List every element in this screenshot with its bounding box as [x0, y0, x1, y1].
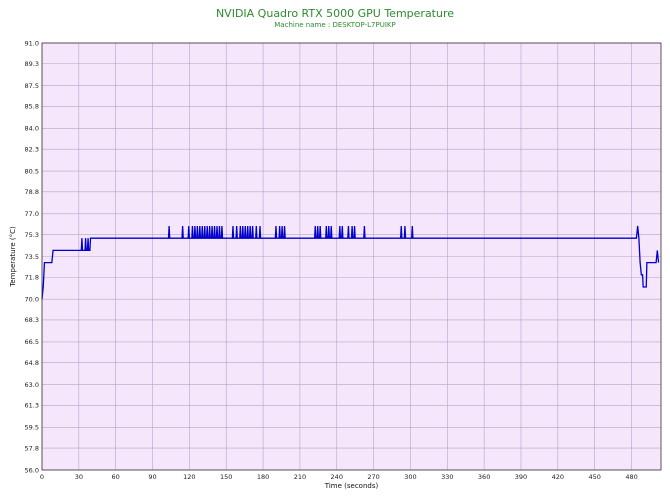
plot-frame: [41, 42, 662, 471]
x-axis-ticks: 0 30 60 90 120 150 180 210 240 270 300 330 360 390 420…: [40, 473, 638, 481]
x-tick-label: 420: [552, 473, 564, 481]
y-tick-label: 82.3: [25, 145, 39, 153]
x-tick-label: 240: [331, 473, 343, 481]
y-axis-label: Temperature (°C): [9, 226, 17, 288]
x-tick-label: 480: [625, 473, 637, 481]
x-tick-label: 300: [404, 473, 416, 481]
x-tick-label: 450: [588, 473, 600, 481]
y-tick-label: 63.0: [25, 381, 39, 389]
y-tick-label: 91.0: [25, 39, 39, 47]
y-tick-label: 89.3: [25, 60, 39, 68]
x-tick-label: 30: [75, 473, 83, 481]
y-tick-label: 64.8: [25, 359, 39, 367]
x-tick-label: 150: [220, 473, 232, 481]
y-tick-label: 80.5: [25, 167, 39, 175]
y-tick-label: 73.5: [25, 253, 39, 261]
x-tick-label: 270: [367, 473, 379, 481]
x-tick-label: 60: [112, 473, 120, 481]
y-tick-label: 59.5: [25, 424, 39, 432]
x-tick-label: 390: [515, 473, 527, 481]
y-tick-label: 61.3: [25, 402, 39, 410]
x-tick-label: 330: [441, 473, 453, 481]
y-tick-label: 68.3: [25, 316, 39, 324]
y-tick-label: 78.8: [25, 188, 39, 196]
x-tick-label: 0: [40, 473, 44, 481]
x-tick-label: 90: [148, 473, 156, 481]
x-axis-label: Time (seconds): [324, 482, 379, 490]
x-tick-label: 210: [294, 473, 306, 481]
y-tick-label: 56.0: [25, 466, 39, 474]
y-tick-label: 57.8: [25, 444, 39, 452]
y-tick-label: 84.0: [25, 125, 39, 133]
x-tick-label: 360: [478, 473, 490, 481]
x-tick-label: 180: [257, 473, 269, 481]
y-tick-label: 70.0: [25, 296, 39, 304]
chart-subtitle: Machine name : DESKTOP-L7PUIKP: [274, 21, 396, 29]
chart-title: NVIDIA Quadro RTX 5000 GPU Temperature: [215, 7, 455, 20]
y-tick-label: 85.8: [25, 103, 39, 111]
y-tick-label: 66.5: [25, 338, 39, 346]
y-tick-label: 71.8: [25, 274, 39, 282]
y-tick-label: 87.5: [25, 82, 39, 90]
y-axis-ticks: 91.0 89.3 87.5 85.8 84.0 82.3 80.5 78.8 77.0 75.3…: [25, 39, 39, 474]
x-tick-label: 120: [183, 473, 195, 481]
y-tick-label: 75.3: [25, 231, 39, 239]
y-tick-label: 77.0: [25, 210, 39, 218]
series-line: [41, 225, 660, 300]
